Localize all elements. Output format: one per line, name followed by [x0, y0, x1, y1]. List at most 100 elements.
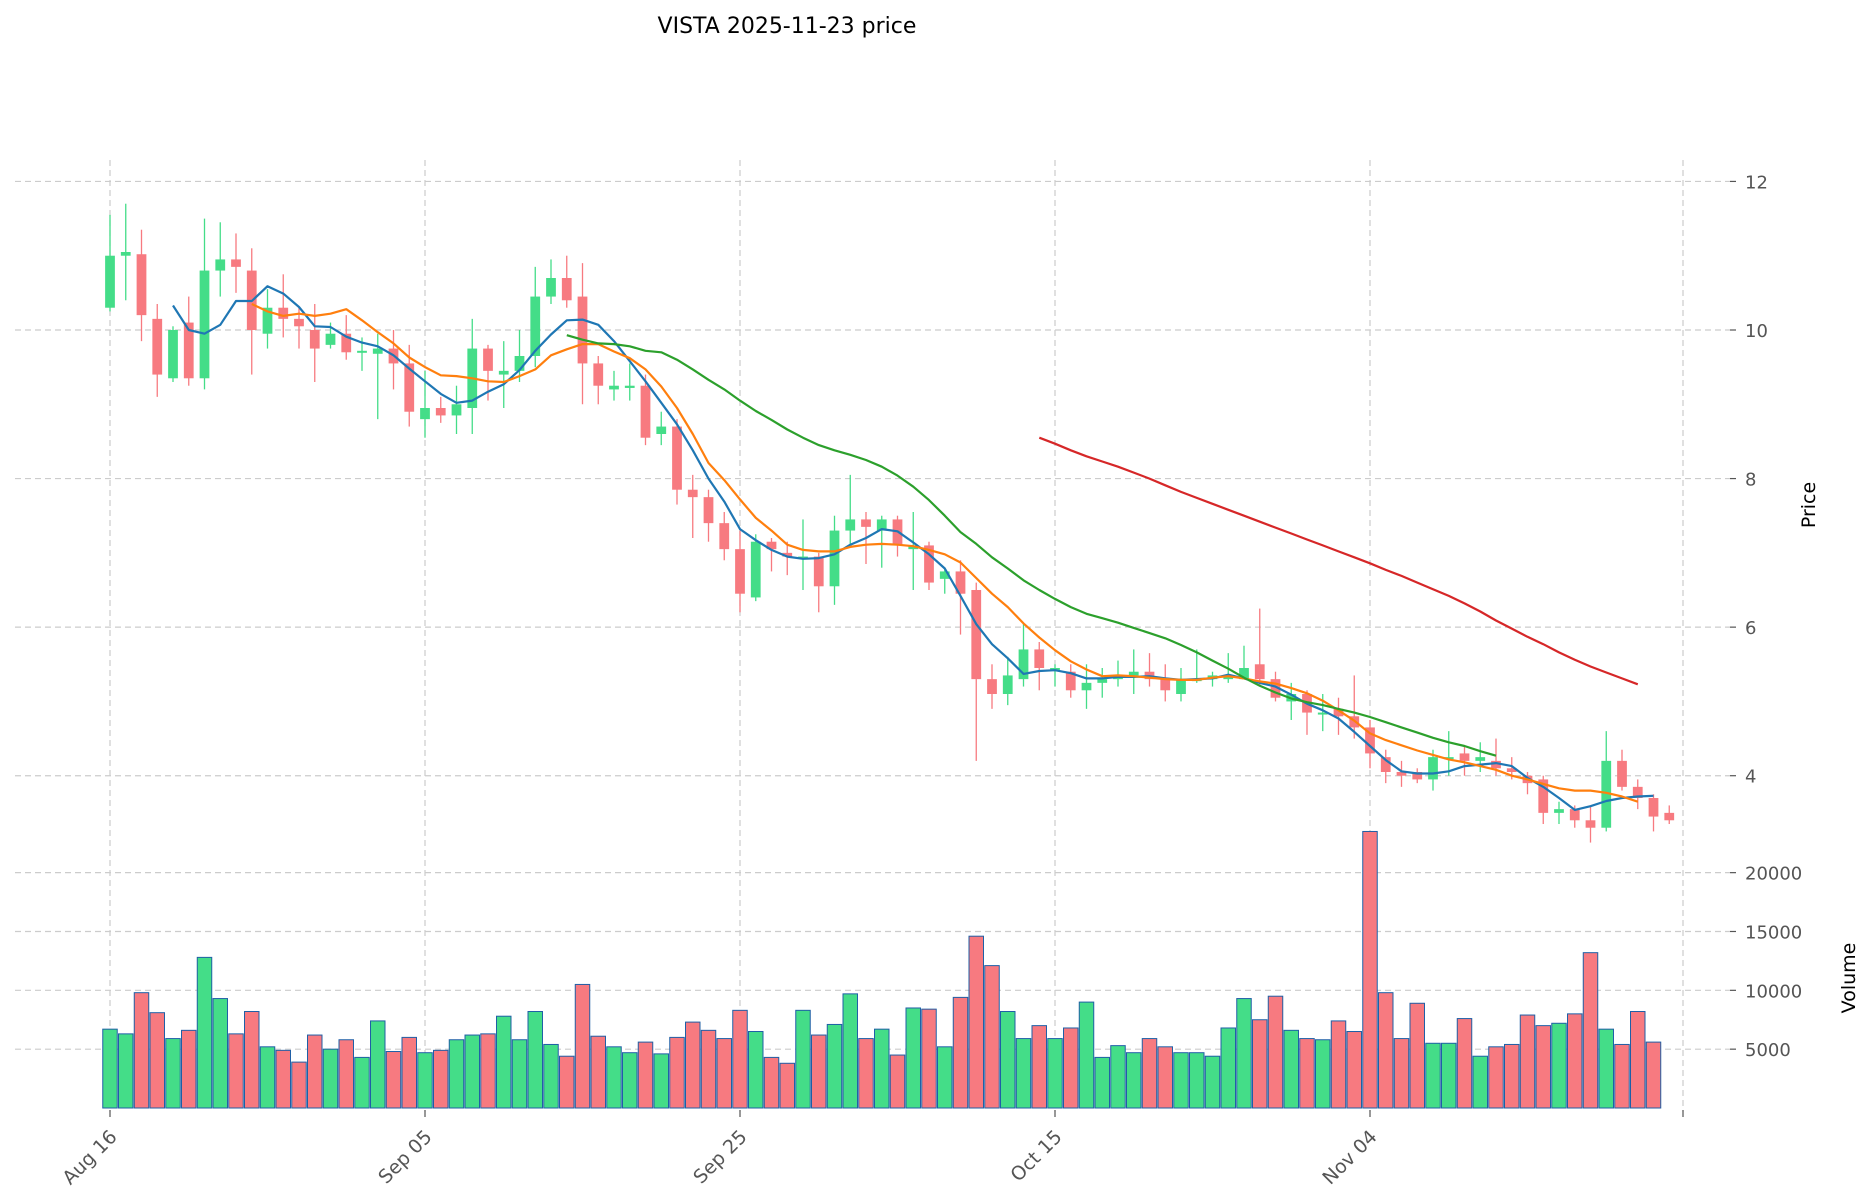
volume-bar [1614, 1043, 1630, 1109]
volume-bar [637, 1041, 654, 1109]
ma10-line [251, 303, 1639, 803]
volume-bar [590, 1035, 606, 1109]
volume-bar [1189, 1052, 1205, 1109]
volume-tick-label: 15000 [1745, 922, 1802, 943]
volume-bar [779, 1062, 795, 1109]
volume-bar [1078, 1001, 1095, 1109]
volume-bar [196, 956, 213, 1109]
volume-tick-label: 20000 [1745, 864, 1802, 885]
volume-bar [165, 1038, 181, 1109]
date-tick-label: Aug 16 [58, 1126, 121, 1189]
candle-body [640, 385, 651, 438]
volume-bar [952, 996, 969, 1109]
volume-bar [826, 1023, 843, 1109]
candle-body [1317, 712, 1328, 715]
candle-body [1018, 649, 1029, 680]
volume-bar [1535, 1025, 1551, 1109]
volume-bar [1346, 1031, 1362, 1109]
volume-bar [968, 935, 984, 1109]
candle-body [278, 307, 289, 319]
candle-body [1428, 757, 1438, 780]
volume-bar [181, 1029, 197, 1109]
volume-bar [511, 1039, 528, 1109]
volume-bar [496, 1015, 512, 1109]
candle-body [372, 348, 383, 354]
volume-bar [212, 998, 228, 1109]
volume-bar [417, 1052, 433, 1109]
date-tick-label: Nov 04 [1318, 1126, 1381, 1189]
volume-bar [1157, 1046, 1173, 1109]
candle-body [987, 679, 997, 694]
candle-body [1569, 809, 1580, 821]
volume-bar [370, 1020, 386, 1109]
volume-bar [1126, 1052, 1142, 1109]
volume-bar [1110, 1045, 1126, 1109]
candle-body [435, 408, 446, 416]
volume-bar [1488, 1046, 1504, 1109]
candle-body [1601, 760, 1612, 828]
candle-body [420, 408, 430, 420]
moving-averages [172, 285, 1654, 812]
volume-bar [874, 1028, 890, 1109]
candle-body [1506, 768, 1517, 772]
candle-body [1491, 760, 1501, 769]
volume-bar [795, 1009, 811, 1109]
volume-bar [1000, 1011, 1016, 1109]
candle-body [262, 307, 273, 334]
candle-body [105, 255, 115, 308]
volume-bar [1456, 1018, 1473, 1109]
volume-bar [1409, 1002, 1425, 1109]
candle-body [1050, 668, 1060, 670]
ma5-line [172, 285, 1654, 812]
candle-body [1443, 757, 1454, 760]
price-tick-label: 6 [1745, 618, 1756, 639]
candle-body [687, 489, 698, 498]
candle-body [735, 549, 745, 594]
volume-bar [574, 983, 591, 1109]
candle-body [1617, 760, 1627, 787]
volume-bar [480, 1033, 496, 1109]
ma60-line [1038, 436, 1639, 686]
volume-bar [448, 1039, 465, 1109]
candle-body [1475, 757, 1486, 761]
candle-body [325, 333, 336, 345]
candle-body [199, 270, 210, 379]
candle-body [136, 254, 147, 316]
candle-body [703, 497, 714, 524]
candle-body [1081, 682, 1092, 691]
volume-bar [669, 1036, 685, 1109]
volume-bar [763, 1056, 780, 1109]
volume-bar [1393, 1038, 1410, 1109]
candle-body [1632, 786, 1643, 798]
candle-body [514, 356, 525, 371]
candle-body [876, 519, 887, 531]
volume-bar [102, 1028, 118, 1109]
candle-body [1648, 798, 1659, 817]
volume-bar [1094, 1056, 1110, 1109]
volume-bar [905, 1007, 921, 1109]
volume-bar [464, 1034, 480, 1109]
candle-body [357, 350, 367, 353]
candle-body [829, 530, 840, 587]
volume-bar [937, 1046, 953, 1109]
candle-body [561, 278, 572, 301]
candle-body [1239, 668, 1249, 680]
candle-body [483, 348, 493, 371]
volume-bar [716, 1038, 732, 1109]
candle-body [1065, 671, 1076, 691]
volume-bar [1283, 1029, 1299, 1109]
volume-bar [1315, 1039, 1331, 1109]
volume-bar [1141, 1038, 1158, 1109]
volume-bar [1031, 1025, 1047, 1109]
candle-body [672, 426, 682, 490]
volume-bar [1063, 1027, 1079, 1109]
candle-body [546, 278, 556, 297]
volume-bar [1582, 952, 1599, 1109]
candle-body [451, 404, 462, 416]
candle-body [1097, 679, 1108, 683]
date-tick-label: Sep 05 [374, 1126, 436, 1188]
price-tick-label: 10 [1745, 321, 1768, 342]
candle-body [1254, 664, 1265, 680]
volume-bar [1236, 998, 1252, 1109]
